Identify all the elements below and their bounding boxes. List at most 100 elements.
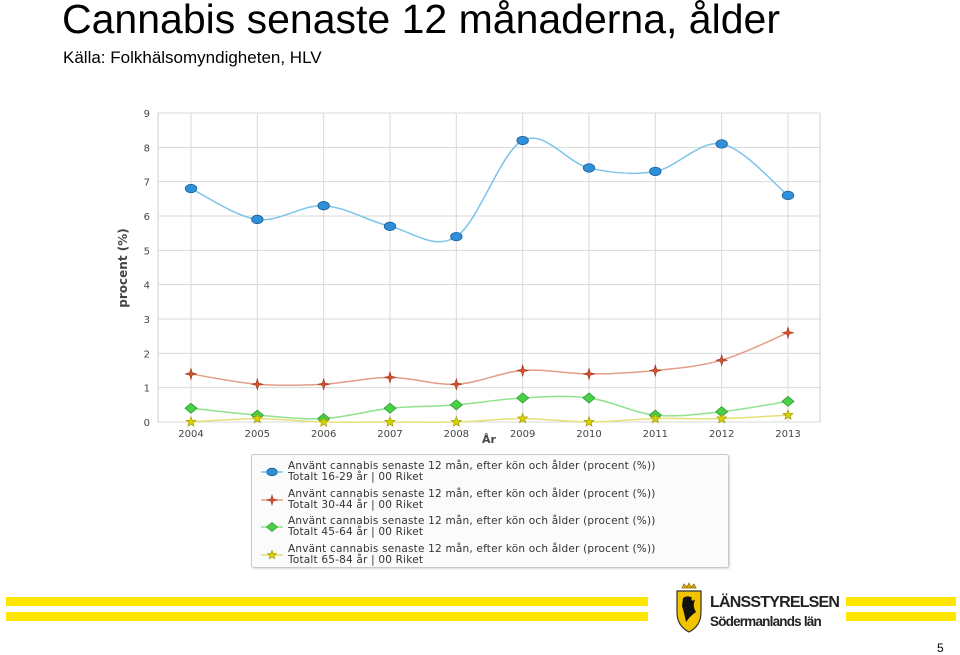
data-point: [450, 231, 463, 242]
y-tick-label: 6: [144, 212, 150, 223]
data-point: [781, 190, 795, 201]
x-tick-label: 2009: [510, 429, 535, 440]
series-lines: [190, 137, 789, 424]
data-point: [516, 412, 529, 424]
page-number: 5: [937, 641, 944, 655]
data-point: [582, 163, 596, 173]
data-point: [184, 367, 198, 381]
legend-circle-icon: [261, 467, 283, 477]
series-line: [190, 395, 789, 420]
y-tick-label: 4: [144, 281, 150, 292]
slide-subtitle: Källa: Folkhälsomyndigheten, HLV: [63, 48, 322, 67]
series-line: [190, 137, 789, 243]
y-tick-label: 2: [144, 349, 150, 360]
legend-star-icon: [261, 549, 283, 560]
series-markers: [184, 135, 795, 427]
data-point: [449, 377, 463, 391]
series-line: [190, 332, 789, 387]
data-point: [516, 135, 529, 146]
data-point: [516, 363, 530, 378]
x-tick-label: 2006: [311, 429, 336, 440]
data-point: [317, 377, 331, 391]
data-point: [383, 221, 397, 231]
legend-item: Använt cannabis senaste 12 mån, efter kö…: [260, 488, 720, 514]
x-tick-label: 2007: [377, 429, 402, 440]
data-point: [185, 415, 197, 427]
slide-title: Cannabis senaste 12 månaderna, ålder: [62, 0, 780, 42]
x-axis-label: År: [482, 433, 497, 446]
legend-label: Använt cannabis senaste 12 mån, efter kö…: [288, 543, 656, 555]
grid-lines: [157, 112, 821, 423]
data-point: [582, 392, 596, 404]
legend-label: Använt cannabis senaste 12 mån, efter kö…: [288, 515, 656, 527]
legend-sublabel: Totalt 65-84 år | 00 Riket: [288, 554, 424, 566]
legend-star-icon: [261, 494, 283, 506]
logo-text-line1: LÄNSSTYRELSEN: [710, 594, 840, 611]
data-point: [781, 326, 795, 340]
series-line: [190, 414, 789, 424]
logo-text-line2: Södermanlands län: [710, 614, 822, 629]
data-point: [649, 166, 662, 177]
x-tick-label: 2010: [576, 429, 601, 440]
data-point: [582, 367, 596, 381]
footer-bar-left-lower: [6, 612, 648, 621]
line-chart: 0 1 2 3 4 5 6 7 8 9 2004 2005 2006 2007 2008 2009 2010 20…: [116, 109, 821, 446]
data-point: [715, 139, 728, 149]
legend-marker-shape: [265, 521, 279, 533]
legend-label: Använt cannabis senaste 12 mån, efter kö…: [288, 488, 656, 500]
legend-marker-shape: [265, 494, 279, 506]
lansstyrelsen-logo: LÄNSSTYRELSEN Södermanlands län: [672, 582, 840, 638]
legend-item: Använt cannabis senaste 12 mån, efter kö…: [260, 460, 720, 486]
data-point: [383, 402, 397, 414]
legend-item: Använt cannabis senaste 12 mån, efter kö…: [260, 515, 720, 541]
data-point: [184, 402, 198, 414]
legend-marker-shape: [266, 467, 278, 477]
plot-area: [157, 112, 821, 423]
data-point: [384, 415, 396, 427]
legend-sublabel: Totalt 16-29 år | 00 Riket: [288, 471, 424, 483]
data-point: [317, 201, 330, 211]
x-tick-label: 2013: [775, 429, 800, 440]
data-point: [317, 415, 330, 427]
x-tick-label: 2012: [709, 429, 734, 440]
footer-bar-right: [846, 597, 956, 606]
x-tick-label: 2005: [245, 429, 270, 440]
legend-sublabel: Totalt 45-64 år | 00 Riket: [288, 526, 424, 538]
data-point: [450, 415, 463, 427]
x-tick-label: 2008: [444, 429, 469, 440]
legend-diamond-icon: [261, 521, 283, 533]
legend-item: Använt cannabis senaste 12 mån, efter kö…: [260, 543, 720, 569]
data-point: [250, 377, 264, 391]
y-tick-label: 1: [144, 384, 150, 395]
x-tick-label: 2004: [178, 429, 203, 440]
y-tick-label: 7: [144, 178, 150, 189]
footer-bar-right-lower: [846, 612, 956, 621]
y-tick-label: 3: [144, 315, 150, 326]
data-point: [583, 415, 595, 427]
data-point: [715, 412, 728, 424]
legend-sublabel: Totalt 30-44 år | 00 Riket: [288, 499, 424, 511]
data-point: [781, 395, 795, 407]
data-point: [648, 363, 662, 378]
data-point: [251, 214, 264, 225]
data-point: [251, 412, 264, 424]
legend-label: Använt cannabis senaste 12 mån, efter kö…: [288, 460, 656, 472]
x-tick-label: 2011: [643, 429, 668, 440]
data-point: [516, 392, 530, 404]
axes: 0 1 2 3 4 5 6 7 8 9 2004 2005 2006 2007 2008 2009 2010 20…: [144, 109, 801, 440]
data-point: [449, 399, 463, 411]
data-point: [184, 183, 198, 194]
chart-legend: Använt cannabis senaste 12 mån, efter kö…: [251, 454, 729, 568]
y-tick-label: 8: [144, 143, 150, 154]
coat-of-arms-icon: [676, 582, 702, 633]
y-tick-label: 0: [144, 418, 150, 429]
y-tick-label: 5: [144, 246, 150, 257]
legend-marker-shape: [266, 549, 278, 560]
footer-bar-left: [6, 597, 648, 606]
data-point: [782, 409, 794, 421]
data-point: [649, 412, 662, 424]
y-axis-label: procent (%): [116, 228, 130, 307]
data-point: [383, 370, 397, 384]
data-point: [715, 353, 729, 367]
y-tick-label: 9: [144, 109, 150, 120]
